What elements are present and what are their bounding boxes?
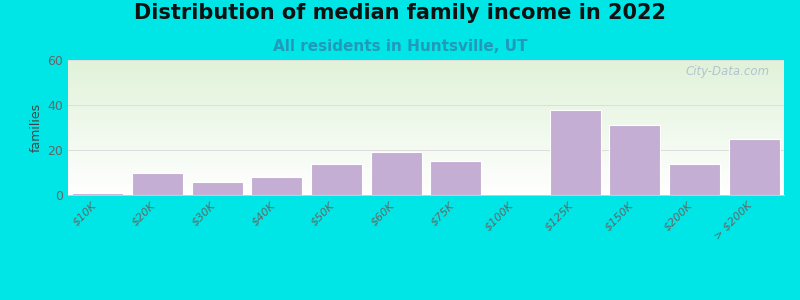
Y-axis label: families: families — [30, 103, 43, 152]
Bar — [311, 164, 362, 195]
Bar — [371, 152, 422, 195]
Bar — [430, 161, 481, 195]
Bar — [192, 182, 242, 195]
Bar — [550, 110, 601, 195]
Bar — [669, 164, 720, 195]
Text: All residents in Huntsville, UT: All residents in Huntsville, UT — [273, 39, 527, 54]
Bar — [251, 177, 302, 195]
Bar — [73, 193, 123, 195]
Bar — [610, 125, 660, 195]
Bar — [132, 172, 183, 195]
Text: City-Data.com: City-Data.com — [686, 65, 770, 78]
Bar — [729, 139, 779, 195]
Text: Distribution of median family income in 2022: Distribution of median family income in … — [134, 3, 666, 23]
